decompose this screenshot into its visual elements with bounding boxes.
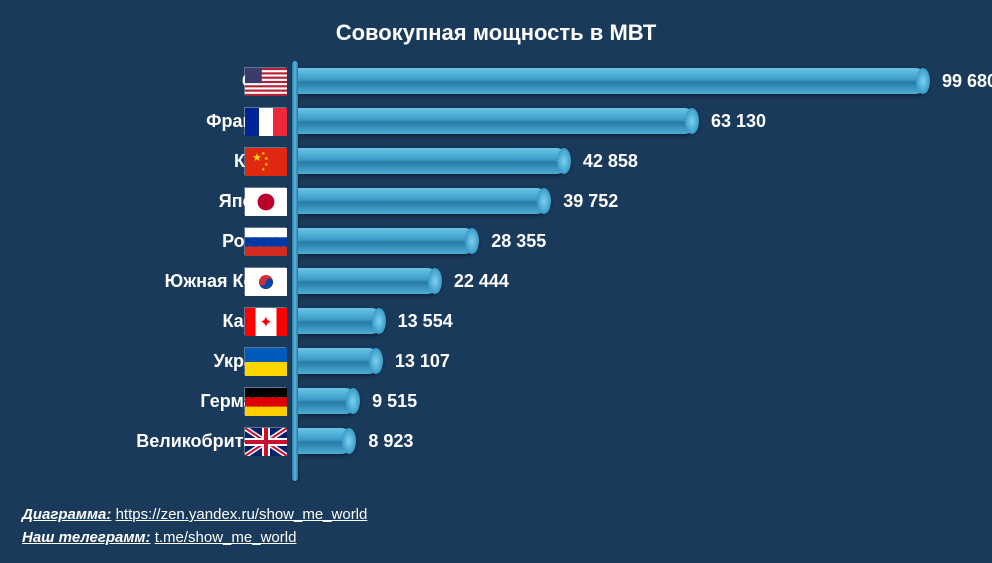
- bar: [298, 268, 440, 294]
- bar-value: 63 130: [711, 111, 766, 132]
- bar: [298, 308, 384, 334]
- flag-icon: [244, 67, 286, 95]
- bar-value: 13 107: [395, 351, 450, 372]
- bar-wrap: 8 923: [298, 428, 413, 454]
- chart-row: США99 680: [200, 61, 952, 101]
- bar-wrap: 9 515: [298, 388, 417, 414]
- flag-icon: ✦: [244, 307, 286, 335]
- footer-label-2: Наш телеграмм:: [22, 529, 151, 546]
- flag-icon: [244, 267, 286, 295]
- chart-title: Совокупная мощность в МВТ: [0, 0, 992, 61]
- bar: [298, 108, 697, 134]
- chart-row: Россия28 355: [200, 221, 952, 261]
- bar: [298, 348, 381, 374]
- flag-icon: [244, 187, 286, 215]
- bar: [298, 228, 477, 254]
- flag-icon: [244, 427, 286, 455]
- bar-value: 9 515: [372, 391, 417, 412]
- chart-row: Украина13 107: [200, 341, 952, 381]
- flag-icon: [244, 387, 286, 415]
- bar-wrap: 63 130: [298, 108, 766, 134]
- svg-text:★: ★: [261, 167, 266, 173]
- chart-area: США99 680Франция63 130Китай★★★★★42 858Яп…: [200, 61, 952, 491]
- flag-icon: [244, 107, 286, 135]
- bar-value: 42 858: [583, 151, 638, 172]
- bar-wrap: 99 680: [298, 68, 992, 94]
- chart-row: Китай★★★★★42 858: [200, 141, 952, 181]
- bar-value: 39 752: [563, 191, 618, 212]
- bar-value: 99 680: [942, 71, 992, 92]
- chart-row: Великобритания8 923: [200, 421, 952, 461]
- footer: Диаграмма: https://zen.yandex.ru/show_me…: [22, 504, 367, 549]
- bar: [298, 388, 358, 414]
- bar-wrap: 39 752: [298, 188, 618, 214]
- svg-text:✦: ✦: [259, 315, 272, 332]
- footer-link-1[interactable]: https://zen.yandex.ru/show_me_world: [116, 506, 368, 523]
- flag-icon: [244, 347, 286, 375]
- bar: [298, 428, 354, 454]
- chart-row: Япония39 752: [200, 181, 952, 221]
- bar-wrap: 13 554: [298, 308, 453, 334]
- bar-wrap: 28 355: [298, 228, 546, 254]
- flag-icon: [244, 227, 286, 255]
- footer-link-2[interactable]: t.me/show_me_world: [155, 529, 297, 546]
- chart-row: Германия9 515: [200, 381, 952, 421]
- bar-value: 28 355: [491, 231, 546, 252]
- bar: [298, 148, 569, 174]
- footer-label-1: Диаграмма:: [22, 506, 111, 523]
- bar-value: 8 923: [368, 431, 413, 452]
- bar-wrap: 42 858: [298, 148, 638, 174]
- bar: [298, 68, 928, 94]
- bar: [298, 188, 549, 214]
- bar-value: 13 554: [398, 311, 453, 332]
- bar-wrap: 22 444: [298, 268, 509, 294]
- bar-value: 22 444: [454, 271, 509, 292]
- flag-icon: ★★★★★: [244, 147, 286, 175]
- chart-row: Канада✦13 554: [200, 301, 952, 341]
- chart-row: Южная Корея22 444: [200, 261, 952, 301]
- bar-wrap: 13 107: [298, 348, 450, 374]
- chart-row: Франция63 130: [200, 101, 952, 141]
